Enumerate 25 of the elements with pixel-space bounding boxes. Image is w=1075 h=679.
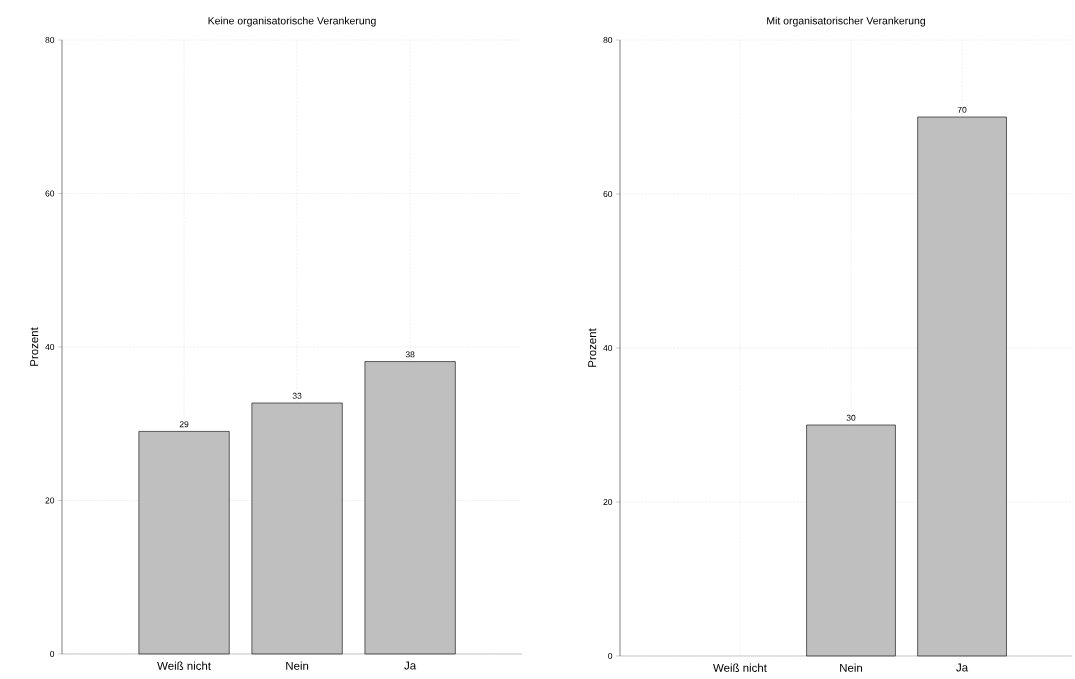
- y-tick-label: 80: [45, 37, 55, 43]
- y-tick-label: 80: [603, 37, 613, 43]
- data-label: 30: [846, 414, 856, 421]
- x-tick-label: Weiß nicht: [713, 663, 767, 672]
- y-tick-label: 20: [45, 497, 55, 504]
- x-tick-label: Ja: [956, 663, 969, 672]
- chart-title: Mit organisatorischer Verankerung: [767, 16, 925, 27]
- data-label: 29: [179, 421, 189, 428]
- y-tick-label: 0: [608, 652, 613, 659]
- y-tick-label: 40: [45, 343, 55, 350]
- y-tick-label: 60: [603, 191, 613, 197]
- data-label: 70: [957, 106, 967, 113]
- data-label: 38: [405, 351, 415, 358]
- chart-title: Keine organisatorische Verankerung: [208, 16, 376, 27]
- y-axis-title: Prozent: [588, 328, 597, 367]
- x-tick-label: Nein: [840, 663, 863, 672]
- y-axis-title: Prozent: [30, 327, 39, 366]
- y-tick-label: 60: [45, 190, 55, 197]
- x-tick-label: Ja: [404, 661, 417, 670]
- y-tick-label: 0: [50, 650, 55, 657]
- x-tick-label: Nein: [286, 661, 309, 670]
- x-tick-label: Weiß nicht: [157, 661, 211, 670]
- y-tick-label: 20: [603, 499, 613, 505]
- data-label: 33: [292, 392, 302, 399]
- y-tick-label: 40: [603, 345, 613, 351]
